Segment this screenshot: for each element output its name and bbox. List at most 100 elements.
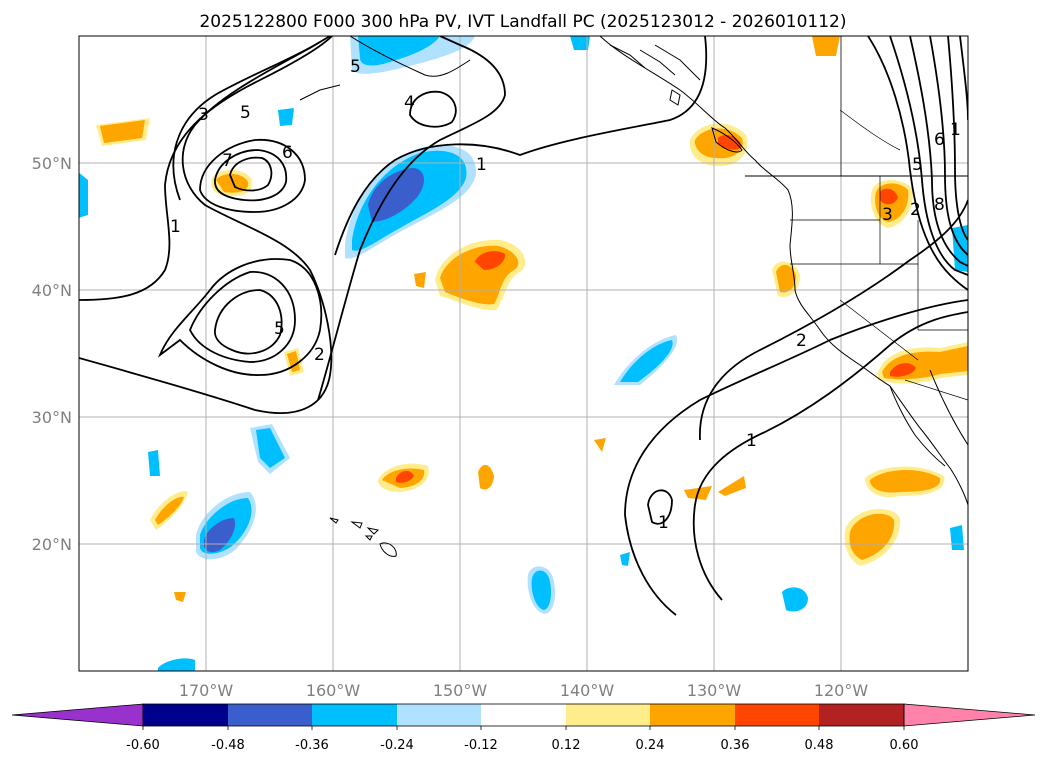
negative-anomaly-region <box>620 340 673 382</box>
colorbar-bin <box>819 704 904 726</box>
lon-tick-label: 170°W <box>179 681 234 700</box>
negative-anomaly-region <box>620 552 630 566</box>
positive-anomaly-region <box>155 496 184 525</box>
negative-anomaly-region <box>570 36 590 50</box>
lat-tick-label: 30°N <box>32 408 72 427</box>
negative-anomaly-region <box>256 428 285 468</box>
contour-label: 5 <box>240 103 251 123</box>
positive-anomaly-region <box>478 464 494 490</box>
positive-anomaly-region <box>812 36 840 56</box>
pv-contour <box>947 36 968 241</box>
positive-anomaly-region <box>718 476 746 496</box>
ivt-shading <box>79 36 968 671</box>
pv-contour <box>189 271 296 363</box>
colorbar-bin <box>312 704 397 726</box>
pv-contour <box>867 36 968 291</box>
pv-contour <box>229 156 273 192</box>
lon-tick-label: 120°W <box>814 681 869 700</box>
positive-anomaly-region <box>475 251 506 270</box>
hawaii-islands <box>329 517 397 557</box>
contour-label: 1 <box>746 431 757 451</box>
pv-contour <box>889 36 968 276</box>
negative-anomaly-region <box>531 570 552 610</box>
contour-label: 5 <box>912 155 923 175</box>
pv-contour <box>692 311 968 601</box>
colorbar-tick-label: 0.12 <box>552 738 581 753</box>
colorbar-tick-label: -0.48 <box>211 738 245 753</box>
gridlines <box>79 36 968 671</box>
colorbar-tick-label: 0.60 <box>890 738 919 753</box>
haida-gwaii <box>669 89 681 106</box>
negative-anomaly-region <box>148 450 160 476</box>
lon-tick-label: 130°W <box>687 681 742 700</box>
colorbar-tick-label: -0.60 <box>126 738 160 753</box>
contour-label: 6 <box>282 143 293 163</box>
lat-tick-label: 50°N <box>32 154 72 173</box>
mexico-coastline <box>929 369 968 446</box>
contour-label: 1 <box>476 155 487 175</box>
contour-label: 2 <box>910 200 921 220</box>
positive-anomaly-region <box>594 438 606 452</box>
positive-anomaly-region <box>849 513 895 560</box>
positive-anomaly-region <box>870 469 941 493</box>
figure-title: 2025122800 F000 300 hPa PV, IVT Landfall… <box>199 12 846 32</box>
colorbar-bin <box>481 704 566 726</box>
vancouver-island <box>711 127 743 153</box>
negative-anomaly-region <box>782 587 808 612</box>
lat-tick-label: 40°N <box>32 281 72 300</box>
negative-anomaly-region <box>79 172 88 218</box>
colorbar-bin <box>650 704 735 726</box>
contour-label: 8 <box>934 195 945 215</box>
north-america-coastline <box>599 36 968 506</box>
lon-tick-label: 140°W <box>560 681 615 700</box>
negative-anomaly-region <box>158 658 195 671</box>
contour-label: 7 <box>222 151 233 171</box>
positive-anomaly-region <box>718 134 742 150</box>
colorbar-over-triangle <box>903 703 1036 727</box>
positive-anomaly-region <box>287 351 300 372</box>
negative-anomaly-region <box>278 108 294 126</box>
aleutian-coast <box>299 36 471 101</box>
canada-province-border <box>839 36 901 176</box>
pv-contour <box>214 289 283 355</box>
positive-anomaly-region <box>776 264 796 293</box>
lat-tick-label: 20°N <box>32 535 72 554</box>
positive-anomaly-region <box>216 173 249 193</box>
pv-contour <box>157 258 323 376</box>
colorbar-tick-label: -0.36 <box>295 738 329 753</box>
pv-contour <box>624 299 968 616</box>
contour-label: 2 <box>796 331 807 351</box>
positive-anomaly-region <box>414 272 426 288</box>
contour-label: 5 <box>350 57 361 77</box>
contour-label: 3 <box>198 105 209 125</box>
colorbar-tick-label: -0.12 <box>464 738 498 753</box>
contour-label: 1 <box>658 513 669 533</box>
baja-coastline <box>889 385 946 467</box>
negative-anomaly-region <box>950 525 964 550</box>
pv-contour <box>334 36 708 256</box>
lat-tick-labels: 20°N 30°N 40°N 50°N <box>32 154 72 554</box>
alaska-panhandle <box>609 44 701 81</box>
negative-anomaly-region <box>952 225 968 272</box>
colorbar-bin <box>397 704 481 726</box>
contour-label: 3 <box>882 205 893 225</box>
colorbar-under-triangle <box>11 703 144 727</box>
lon-tick-label: 150°W <box>433 681 488 700</box>
pv-contour <box>409 90 457 128</box>
contour-label: 5 <box>274 319 285 339</box>
positive-anomaly-region <box>880 188 898 205</box>
lon-tick-labels: 170°W 160°W 150°W 140°W 130°W 120°W <box>179 681 869 700</box>
contour-labels: 1 3 5 7 6 5 2 1 4 5 1 2 1 2 5 6 8 3 1 <box>170 57 961 533</box>
contour-label: 1 <box>170 217 181 237</box>
us-state-borders <box>790 176 968 401</box>
contour-label: 4 <box>404 93 415 113</box>
pv-contour <box>79 36 333 414</box>
pv-contour <box>317 36 506 401</box>
map-panel: 1 3 5 7 6 5 2 1 4 5 1 2 1 2 5 6 8 3 1 <box>78 35 969 672</box>
negative-anomaly-region <box>368 168 424 222</box>
positive-anomaly-region <box>890 363 916 377</box>
coastlines <box>299 36 968 506</box>
pv-contour <box>929 36 968 256</box>
contour-label: 1 <box>950 120 961 140</box>
